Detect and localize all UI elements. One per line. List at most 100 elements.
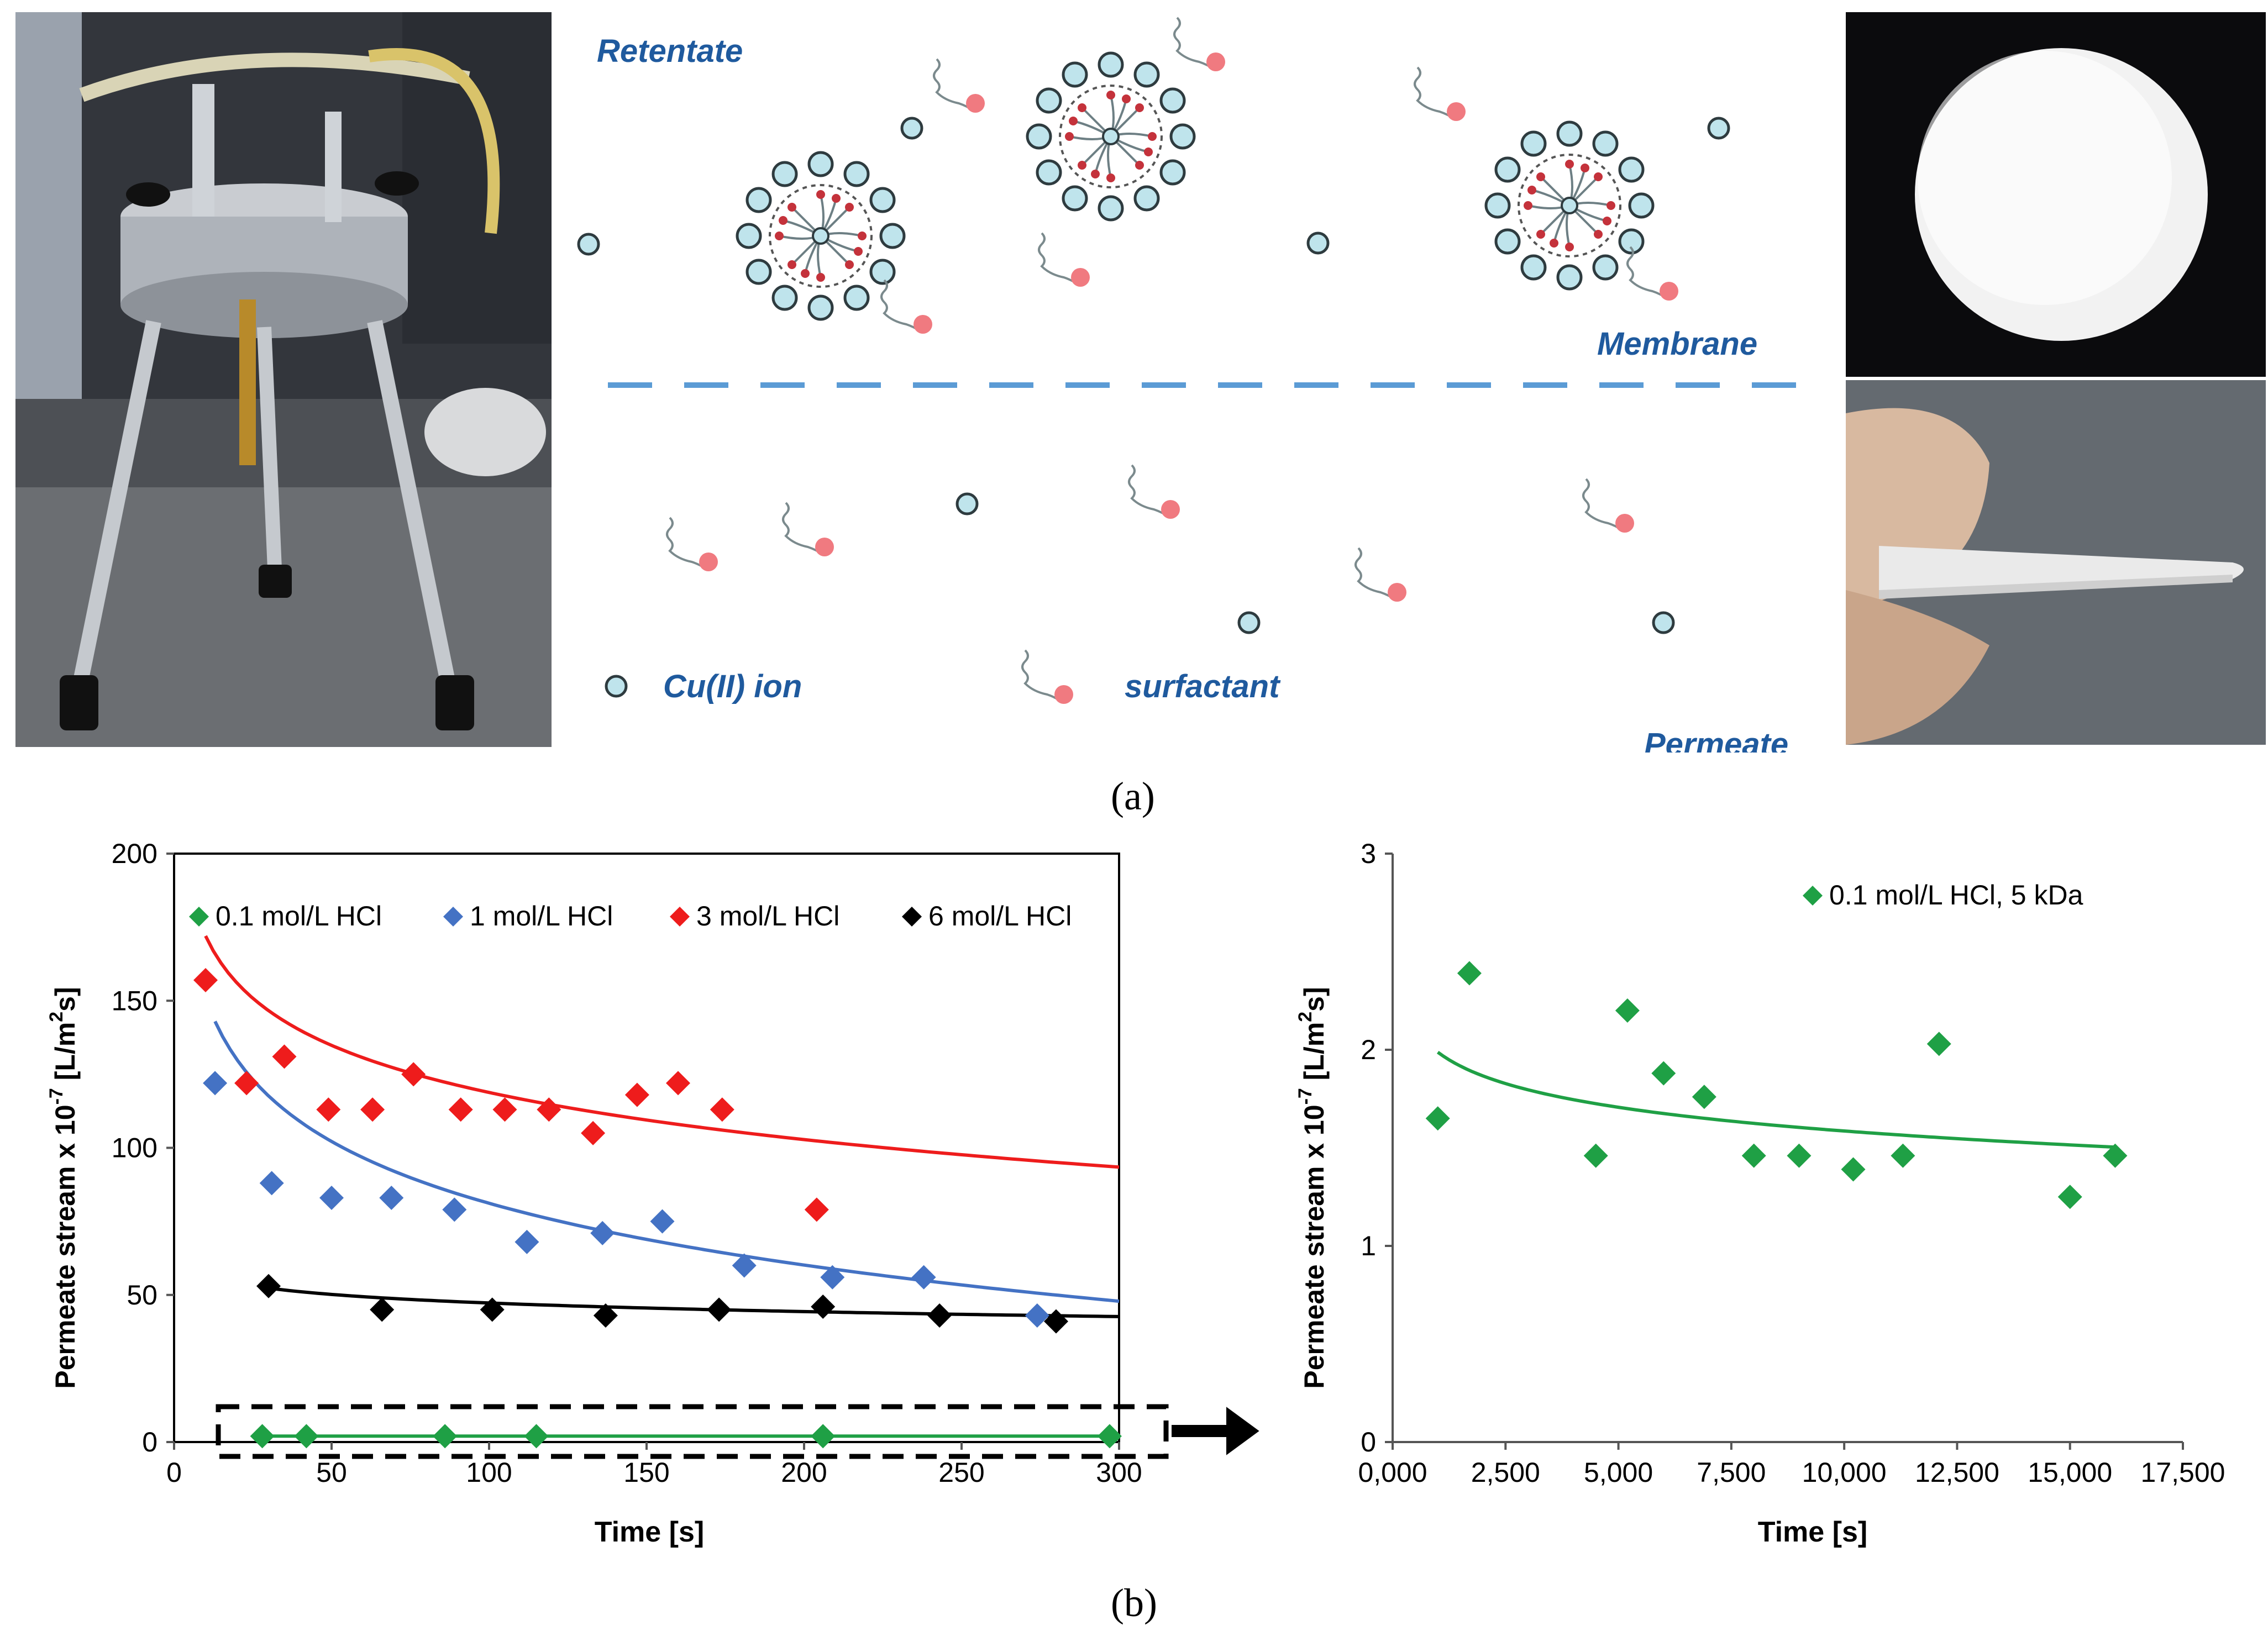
chart-left-ylabel-unit-b: s] <box>50 987 81 1011</box>
chart-right-ylabel: Permeate stream x 10-7 [L/m2s] <box>1295 987 1330 1388</box>
y-tick-label: 100 <box>112 1133 158 1164</box>
x-tick-label: 15,000 <box>2028 1457 2112 1488</box>
legend-label: 0.1 mol/L HCl <box>216 901 382 932</box>
legend-surfactant-symbol <box>1021 649 1074 705</box>
chart-left-xlabel: Time [s] <box>595 1516 704 1548</box>
legend-ion-label: Cu(II) ion <box>663 669 802 704</box>
y-tick-label: 3 <box>1361 838 1376 869</box>
data-point <box>1615 998 1640 1023</box>
data-point <box>1741 1143 1766 1168</box>
chart-right-ylabel-exp: -7 <box>1295 1088 1316 1104</box>
x-tick-label: 12,500 <box>1915 1457 1999 1488</box>
data-point <box>256 1274 281 1298</box>
retentate-label: Retentate <box>597 33 743 69</box>
surfactant <box>933 58 986 114</box>
chart-right-ylabel-unit-b: s] <box>1299 987 1330 1011</box>
membrane-disc-illustration <box>1846 12 2266 377</box>
data-point <box>710 1097 734 1122</box>
data-point <box>1583 1143 1608 1168</box>
data-point <box>593 1303 618 1328</box>
data-point <box>2057 1185 2082 1209</box>
x-tick-label: 200 <box>781 1457 827 1488</box>
membrane-side-illustration <box>1846 380 2266 745</box>
data-point <box>1097 1424 1122 1449</box>
surfactant <box>782 502 835 557</box>
data-point <box>203 1071 228 1096</box>
data-point <box>1787 1143 1812 1168</box>
membrane-scheme: Retentate Membrane Permeate Cu(II) ion s… <box>564 12 1835 762</box>
data-point <box>666 1071 690 1096</box>
data-point <box>401 1062 426 1087</box>
chart-right: 0,000 2,500 5,000 7,500 10,000 12,500 15,000 17… <box>1295 838 2225 1548</box>
data-point <box>433 1424 458 1449</box>
ion <box>1239 613 1259 633</box>
chart-left-points <box>193 967 1122 1449</box>
legend-ion-symbol <box>606 676 626 696</box>
data-point <box>294 1424 319 1449</box>
data-point <box>234 1071 259 1096</box>
surfactant <box>1414 66 1467 122</box>
x-tick-label: 2,500 <box>1471 1457 1540 1488</box>
panel-a-caption-text: (a) <box>1111 774 1155 818</box>
data-point <box>259 1171 284 1196</box>
ion <box>1308 233 1328 253</box>
y-tick-label: 0 <box>142 1427 158 1458</box>
data-point <box>1841 1157 1866 1182</box>
x-tick-label: 10,000 <box>1802 1457 1887 1488</box>
arrow-right-icon <box>1172 1407 1259 1455</box>
data-point <box>250 1424 275 1449</box>
membrane-label: Membrane <box>1597 326 1757 362</box>
surfactant <box>1128 464 1181 520</box>
data-point <box>379 1186 404 1211</box>
x-tick-label: 0,000 <box>1358 1457 1427 1488</box>
legend-surfactant-label: surfactant <box>1125 669 1281 704</box>
permeate-label: Permeate <box>1644 727 1788 753</box>
y-tick-label: 50 <box>127 1280 158 1311</box>
data-point <box>319 1186 344 1211</box>
chart-left: 0 50 100 150 200 250 300 0 50 100 150 200 0.1 mol/L… <box>46 838 1259 1548</box>
data-point <box>1425 1106 1450 1131</box>
x-tick-label: 250 <box>938 1457 984 1488</box>
legend-marker <box>189 907 209 927</box>
data-point <box>370 1297 395 1322</box>
data-point <box>524 1424 549 1449</box>
apparatus-illustration <box>15 12 552 747</box>
data-point <box>2103 1143 2128 1168</box>
y-tick-label: 150 <box>112 985 158 1016</box>
data-point <box>537 1097 561 1122</box>
panel-b-caption-text: (b) <box>1111 1581 1157 1625</box>
ion <box>902 118 922 138</box>
fit-line <box>213 1020 1120 1303</box>
data-point <box>360 1097 385 1122</box>
y-tick-label: 2 <box>1361 1034 1376 1065</box>
data-point <box>193 967 218 992</box>
chart-right-fits <box>1436 1050 2115 1149</box>
data-point <box>1692 1085 1716 1109</box>
surfactant <box>1355 547 1408 603</box>
x-tick-label: 50 <box>316 1457 347 1488</box>
chart-left-ylabel-main: Permeate stream x 10 <box>50 1104 81 1388</box>
legend-label: 6 mol/L HCl <box>928 901 1072 932</box>
data-point <box>448 1097 473 1122</box>
legend-marker <box>902 907 922 927</box>
legend-label: 0.1 mol/L HCl, 5 kDa <box>1829 880 2083 911</box>
micelle <box>737 152 904 319</box>
membrane-disc-photo <box>1846 12 2266 377</box>
data-point <box>624 1082 649 1107</box>
data-point <box>442 1197 467 1222</box>
panel-a-caption: (a) <box>1111 774 1155 819</box>
x-tick-label: 7,500 <box>1697 1457 1766 1488</box>
x-tick-label: 100 <box>466 1457 512 1488</box>
data-point <box>1891 1143 1915 1168</box>
data-point <box>590 1220 615 1245</box>
surfactant <box>1626 246 1679 302</box>
data-point <box>1044 1309 1068 1334</box>
data-point <box>1926 1032 1951 1056</box>
x-tick-label: 17,500 <box>2141 1457 2225 1488</box>
y-tick-label: 0 <box>1361 1427 1376 1458</box>
chart-left-ylabel: Permeate stream x 10-7 [L/m2s] <box>46 987 81 1388</box>
x-tick-label: 0 <box>166 1457 182 1488</box>
chart-left-legend: 0.1 mol/L HCl 1 mol/L HCl 3 mol/L HCl 6 mol… <box>189 901 1072 932</box>
data-point <box>514 1229 539 1254</box>
chart-left-fits <box>204 935 1120 1438</box>
